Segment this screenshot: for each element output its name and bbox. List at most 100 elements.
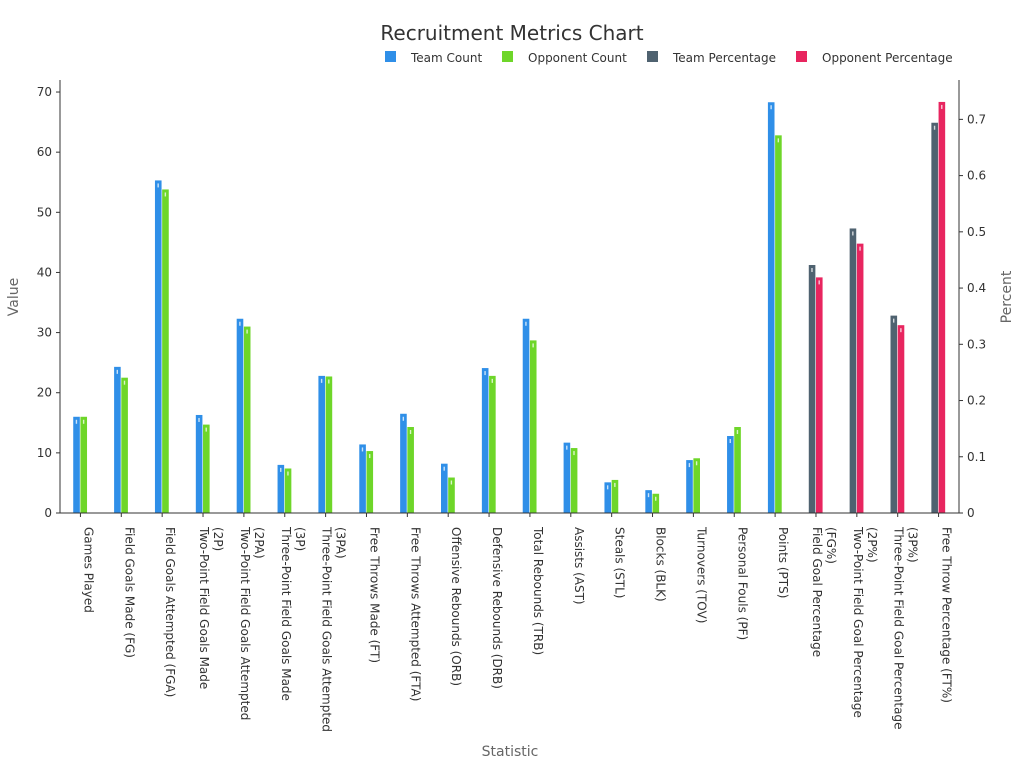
- bar: [775, 135, 782, 513]
- bar: [727, 436, 734, 513]
- bar: [481, 368, 489, 513]
- bar: [318, 375, 326, 513]
- y-left-tick-label: 60: [37, 145, 52, 159]
- bar-value-marker: [287, 471, 289, 476]
- legend-swatch: [796, 51, 807, 62]
- bar-value-marker: [239, 321, 241, 326]
- bar-value-marker: [280, 467, 282, 472]
- y-left-tick-label: 40: [37, 265, 52, 279]
- x-tick-label: Two-Point Field Goals Attempted: [238, 526, 252, 720]
- bar: [203, 424, 210, 513]
- y-left-tick-label: 50: [37, 205, 52, 219]
- y-right-tick-label: 0.5: [967, 225, 986, 239]
- x-tick-label: (3P%): [906, 527, 920, 563]
- x-tick-label: Three-Point Field Goals Made: [279, 526, 293, 701]
- bar-value-marker: [770, 105, 772, 110]
- bar-value-marker: [647, 493, 650, 498]
- bar-value-marker: [859, 246, 861, 251]
- bar: [767, 102, 775, 513]
- bar: [236, 318, 244, 513]
- bar: [808, 265, 816, 513]
- bar: [815, 277, 823, 513]
- x-tick-label: Total Rebounds (TRB): [531, 526, 545, 655]
- bar: [407, 427, 414, 513]
- bar-value-marker: [75, 419, 78, 424]
- bar-value-marker: [655, 496, 657, 501]
- bar: [686, 460, 693, 513]
- bar: [400, 413, 407, 513]
- x-tick-label: Two-Point Field Goals Made: [197, 526, 211, 689]
- bar: [154, 180, 162, 513]
- x-tick-label: Two-Point Field Goal Percentage: [851, 526, 865, 718]
- legend-label: Team Count: [410, 51, 482, 65]
- x-tick-label: (2P%): [865, 527, 879, 563]
- y-right-tick-label: 0.2: [967, 394, 986, 408]
- x-tick-label: Points (PTS): [776, 527, 790, 598]
- y-right-tick-label: 0: [967, 506, 975, 520]
- legend-swatch: [385, 51, 396, 62]
- legend-item: Opponent Count: [502, 51, 627, 65]
- bar-value-marker: [246, 329, 248, 334]
- bar-value-marker: [811, 268, 813, 273]
- bar-value-marker: [695, 461, 698, 466]
- x-tick-label: Free Throws Made (FT): [367, 527, 381, 663]
- bar: [570, 448, 578, 513]
- bar-value-marker: [566, 445, 568, 450]
- x-tick-label: (2P): [211, 527, 225, 551]
- y-right-tick-label: 0.4: [967, 281, 986, 295]
- x-tick-label: (2PA): [252, 527, 266, 559]
- bar: [693, 458, 700, 513]
- y-right-tick-label: 0.3: [967, 337, 986, 351]
- bar-value-marker: [736, 430, 739, 434]
- bar: [645, 490, 652, 513]
- bar: [849, 228, 857, 513]
- y-left-tick-label: 70: [37, 85, 52, 99]
- bar-value-marker: [402, 416, 405, 421]
- bar-value-marker: [729, 439, 731, 444]
- bar: [277, 464, 285, 513]
- x-tick-label: Field Goals Made (FG): [122, 527, 136, 658]
- bar: [325, 376, 333, 513]
- bar-value-marker: [491, 378, 493, 383]
- x-tick-label: Free Throws Attempted (FTA): [408, 527, 422, 701]
- bar-value-marker: [123, 380, 126, 385]
- bar: [938, 101, 946, 514]
- x-tick-label: (FG%): [824, 527, 838, 564]
- bar-value-marker: [818, 280, 820, 285]
- bar: [195, 414, 203, 513]
- bar: [563, 442, 571, 513]
- legend-label: Opponent Percentage: [822, 51, 953, 65]
- legend-item: Opponent Percentage: [796, 51, 953, 65]
- bar: [121, 377, 128, 513]
- bar-value-marker: [573, 451, 575, 456]
- y-left-tick-label: 10: [37, 446, 52, 460]
- bar: [114, 366, 121, 513]
- bar: [890, 315, 898, 513]
- legend-label: Team Percentage: [672, 51, 776, 65]
- bar: [856, 243, 864, 513]
- bar: [448, 477, 455, 513]
- bar-value-marker: [933, 125, 936, 130]
- bar: [243, 326, 251, 513]
- bar-value-marker: [688, 463, 691, 468]
- bar: [611, 479, 619, 513]
- bar-value-marker: [116, 369, 118, 374]
- x-tick-label: Games Played: [81, 527, 95, 613]
- x-tick-label: Three-Point Field Goal Percentage: [892, 526, 906, 729]
- chart-title: Recruitment Metrics Chart: [380, 21, 643, 45]
- legend-swatch: [502, 51, 513, 62]
- bar-value-marker: [941, 104, 943, 109]
- axes-layer: 0 10 20 30 40 50 60 70 0 0.1 0.2 0.3 0.4 0.5 0.6 0.7 Gam…: [37, 80, 986, 732]
- y-axis-right-title: Percent: [999, 270, 1015, 323]
- x-tick-label: Assists (AST): [572, 527, 586, 605]
- bar: [441, 463, 448, 513]
- bar-value-marker: [361, 447, 364, 452]
- bar-value-marker: [852, 231, 854, 236]
- bar: [529, 340, 537, 513]
- bar: [604, 482, 612, 513]
- bar: [734, 427, 741, 513]
- bar-value-marker: [82, 419, 85, 424]
- bar: [162, 189, 169, 513]
- bar: [73, 416, 80, 513]
